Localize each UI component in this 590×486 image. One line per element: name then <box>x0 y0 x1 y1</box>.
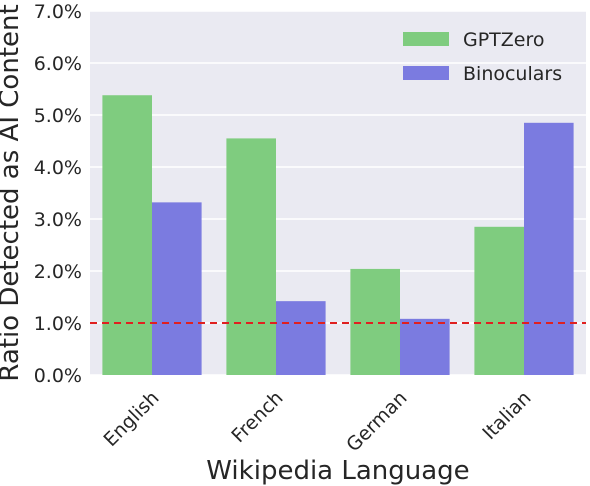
y-tick-label: 1.0% <box>34 313 82 335</box>
bar-gptzero-french <box>226 138 276 375</box>
y-tick-label: 4.0% <box>34 157 82 179</box>
legend-label-gptzero: GPTZero <box>463 29 545 51</box>
bar-binoculars-german <box>400 318 450 375</box>
y-tick-label: 3.0% <box>34 209 82 231</box>
x-tick-labels: English French German Italian <box>99 387 535 456</box>
bar-binoculars-english <box>152 202 202 375</box>
bar-gptzero-german <box>350 268 400 375</box>
y-tick-labels: 0.0% 1.0% 2.0% 3.0% 4.0% 5.0% 6.0% 7.0% <box>34 1 82 387</box>
legend-swatch-gptzero <box>403 32 449 46</box>
y-tick-label: 2.0% <box>34 261 82 283</box>
y-tick-label: 6.0% <box>34 53 82 75</box>
y-tick-label: 0.0% <box>34 365 82 387</box>
bars <box>102 95 574 376</box>
x-tick-label: Italian <box>478 387 535 444</box>
legend-label-binoculars: Binoculars <box>463 63 562 85</box>
y-tick-label: 7.0% <box>34 1 82 23</box>
bar-gptzero-english <box>102 95 152 376</box>
y-tick-label: 5.0% <box>34 105 82 127</box>
bar-binoculars-italian <box>524 122 574 375</box>
bar-binoculars-french <box>276 301 326 375</box>
y-axis-title: Ratio Detected as AI Content <box>0 4 25 381</box>
x-tick-label: French <box>227 387 287 447</box>
legend-swatch-binoculars <box>403 66 449 80</box>
legend: GPTZero Binoculars <box>403 29 562 85</box>
bar-gptzero-italian <box>474 226 524 375</box>
x-tick-label: German <box>342 387 411 456</box>
x-tick-label: English <box>99 387 163 451</box>
x-axis-title: Wikipedia Language <box>206 456 469 486</box>
